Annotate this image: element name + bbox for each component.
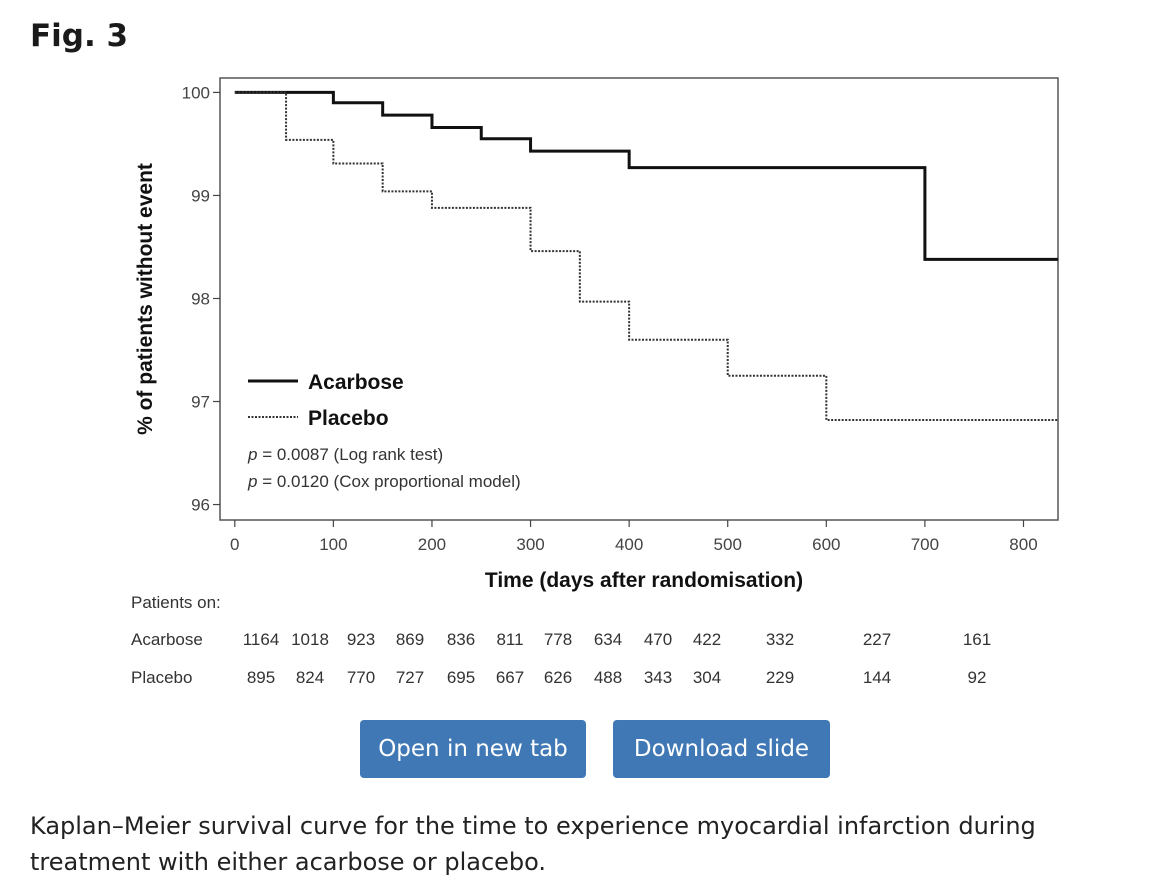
open-new-tab-button[interactable]: Open in new tab — [360, 720, 586, 778]
survival-chart: 96 97 98 99 100 0 100 200 300 400 500 600 700 800 Time… — [131, 77, 1059, 687]
y-tick-label: 96 — [191, 496, 210, 515]
risk-table-cell: 626 — [544, 668, 572, 687]
x-tick-label: 100 — [319, 535, 347, 554]
risk-table-cell: 695 — [447, 668, 475, 687]
risk-table-cell: 869 — [396, 630, 424, 649]
p-value-annotation: p = 0.0087 (Log rank test) — [247, 445, 443, 464]
y-tick-label: 98 — [191, 289, 210, 308]
legend-label-acarbose: Acarbose — [308, 371, 404, 394]
risk-table-cell: 304 — [693, 668, 721, 687]
y-axis-label: % of patients without event — [134, 163, 157, 435]
risk-table-cell: 229 — [766, 668, 794, 687]
risk-table-cell: 343 — [644, 668, 672, 687]
series-line-placebo — [234, 91, 1058, 422]
risk-table-title: Patients on: — [131, 593, 221, 612]
risk-table-cell: 923 — [347, 630, 375, 649]
risk-table-cell: 1164 — [243, 630, 280, 649]
x-tick-label: 200 — [418, 535, 446, 554]
risk-table-cell: 824 — [296, 668, 324, 687]
x-tick-label: 700 — [911, 535, 939, 554]
series-line-acarbose — [234, 90, 1058, 261]
x-tick-label: 300 — [516, 535, 544, 554]
x-tick-label: 600 — [812, 535, 840, 554]
risk-table-cell: 422 — [693, 630, 721, 649]
risk-table-cell: 332 — [766, 630, 794, 649]
x-tick-label: 800 — [1009, 535, 1037, 554]
download-slide-button[interactable]: Download slide — [613, 720, 830, 778]
risk-table-cell: 778 — [544, 630, 572, 649]
p-value-annotation: p = 0.0120 (Cox proportional model) — [247, 472, 521, 491]
y-tick-label: 99 — [191, 186, 210, 205]
risk-table-cell: 667 — [496, 668, 524, 687]
risk-table-cell: 770 — [347, 668, 375, 687]
x-tick-label: 500 — [714, 535, 742, 554]
risk-table-cell: 144 — [863, 668, 891, 687]
risk-table-cell: 836 — [447, 630, 475, 649]
y-tick-label: 97 — [191, 393, 210, 412]
risk-table-cell: 470 — [644, 630, 672, 649]
x-tick-label: 0 — [230, 535, 239, 554]
risk-table-cell: 92 — [968, 668, 987, 687]
risk-table-cell: 727 — [396, 668, 424, 687]
risk-table-cell: 227 — [863, 630, 891, 649]
risk-table-cell: 1018 — [291, 630, 329, 649]
risk-table-cell: 811 — [496, 630, 523, 649]
risk-table-row-label: Acarbose — [131, 630, 203, 649]
figure-caption: Kaplan–Meier survival curve for the time… — [30, 812, 1036, 876]
x-axis-label: Time (days after randomisation) — [485, 569, 803, 592]
figure-label: Fig. 3 — [30, 18, 129, 54]
y-tick-label: 100 — [182, 83, 210, 102]
risk-table-cell: 488 — [594, 668, 622, 687]
risk-table-cell: 161 — [963, 630, 991, 649]
legend-label-placebo: Placebo — [308, 407, 389, 430]
risk-table-cell: 895 — [247, 668, 275, 687]
x-tick-label: 400 — [615, 535, 643, 554]
risk-table-row-label: Placebo — [131, 668, 192, 687]
risk-table-cell: 634 — [594, 630, 622, 649]
